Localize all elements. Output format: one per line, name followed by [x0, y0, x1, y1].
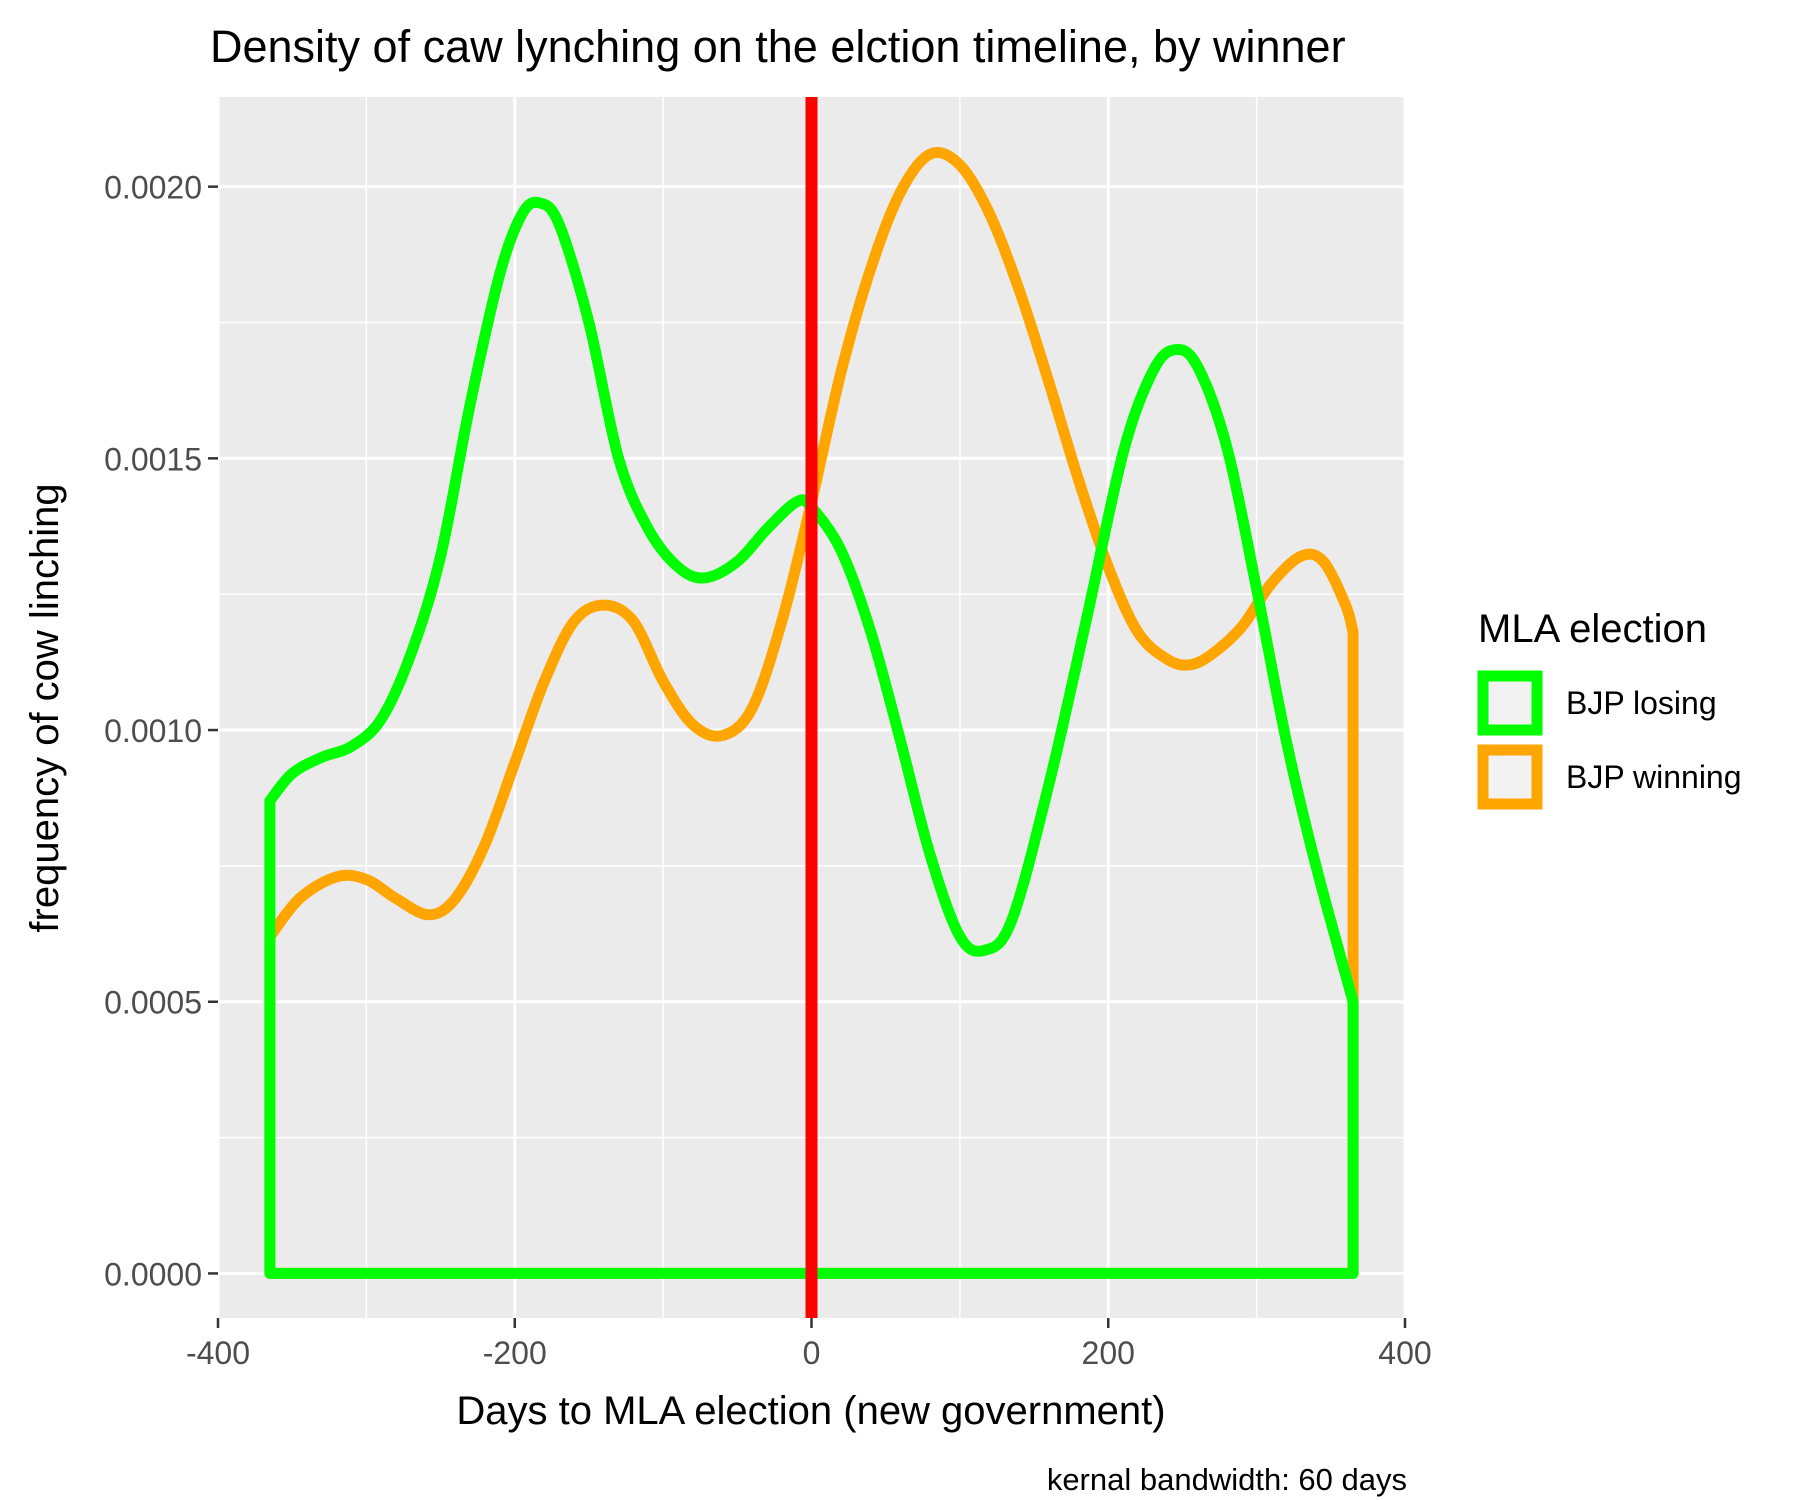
- chart-title: Density of caw lynching on the elction t…: [210, 21, 1346, 72]
- legend-items: BJP losing BJP winning: [1477, 670, 1742, 810]
- x-axis-tick-label: 0: [803, 1335, 821, 1371]
- x-axis-title: Days to MLA election (new government): [456, 1389, 1165, 1433]
- y-axis-tick-label: 0.0005: [104, 985, 202, 1021]
- y-axis-tick-label: 0.0010: [104, 713, 202, 749]
- series-line-bjp-losing: [264, 196, 1359, 1279]
- legend-key: [1477, 744, 1543, 810]
- y-axis-tick-label: 0.0000: [104, 1256, 202, 1292]
- y-axis-title: frequency of cow linching: [23, 483, 67, 932]
- y-axis: 0.0000 0.0005 0.0010 0.0015 0.0020: [104, 170, 218, 1292]
- legend: MLA election BJP losing BJP winning: [1477, 607, 1742, 810]
- x-axis-tick-label: 400: [1378, 1335, 1431, 1371]
- y-axis-tick-label: 0.0020: [104, 170, 202, 206]
- x-axis-tick-label: -400: [186, 1335, 250, 1371]
- x-axis-tick-label: 200: [1082, 1335, 1135, 1371]
- x-axis: -400 -200 0 200 400: [186, 1318, 1432, 1371]
- x-axis-tick-label: -200: [483, 1335, 547, 1371]
- y-axis-tick-label: 0.0015: [104, 441, 202, 477]
- legend-label: BJP losing: [1566, 685, 1717, 721]
- series-line-bjp-winning: [264, 146, 1359, 1279]
- series-layer: [264, 146, 1359, 1279]
- legend-key: [1477, 670, 1543, 736]
- legend-title: MLA election: [1478, 607, 1707, 651]
- chart-caption: kernal bandwidth: 60 days: [1047, 1462, 1407, 1497]
- legend-label: BJP winning: [1566, 759, 1742, 795]
